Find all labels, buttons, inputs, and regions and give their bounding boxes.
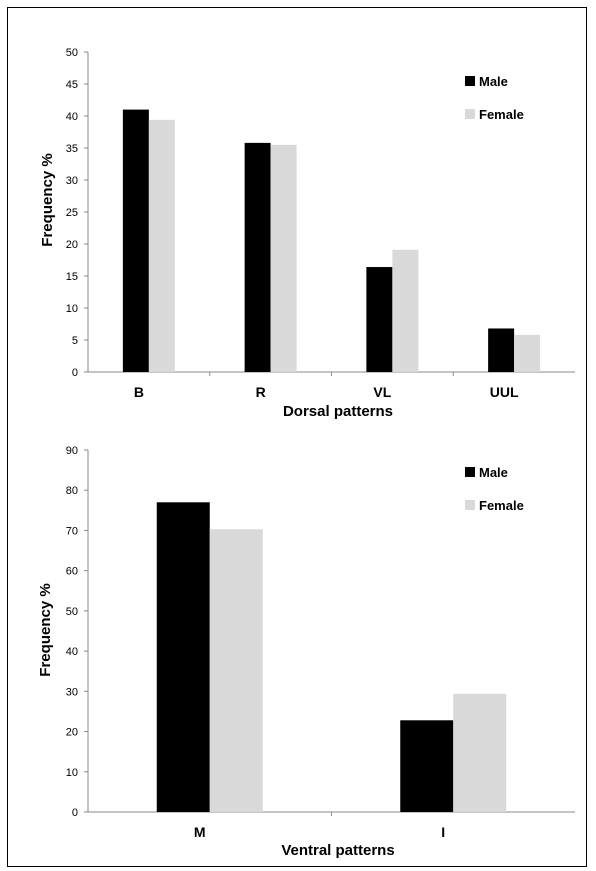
ventral-legend-label-male: Male (479, 465, 508, 480)
ventral-y-tick-label: 90 (66, 445, 78, 457)
dorsal-bar-female-uul (514, 334, 541, 372)
ventral-y-tick-label: 20 (66, 727, 78, 739)
ventral-x-axis-title: Ventral patterns (281, 842, 394, 859)
dorsal-y-tick-label: 35 (66, 143, 78, 155)
dorsal-bar-male-b (122, 109, 149, 372)
dorsal-category-label: B (134, 384, 144, 400)
dorsal-y-tick-label: 50 (66, 47, 78, 59)
dorsal-bar-female-r (270, 144, 297, 372)
ventral-y-tick-label: 80 (66, 485, 78, 497)
dorsal-legend-label-female: Female (479, 107, 524, 122)
dorsal-y-tick-label: 45 (66, 79, 78, 91)
ventral-y-tick-label: 50 (66, 606, 78, 618)
ventral-bar-female-m (209, 529, 263, 812)
dorsal-y-tick-label: 25 (66, 207, 78, 219)
dorsal-category-label: UUL (490, 384, 519, 400)
dorsal-y-tick-label: 30 (66, 175, 78, 187)
ventral-y-tick-label: 40 (66, 646, 78, 658)
dorsal-y-tick-label: 5 (72, 335, 78, 347)
dorsal-y-tick-label: 40 (66, 111, 78, 123)
ventral-legend-swatch-female (465, 500, 475, 510)
ventral-legend-swatch-male (465, 467, 475, 477)
dorsal-category-label: VL (373, 384, 391, 400)
ventral-bar-male-i (400, 720, 454, 812)
ventral-category-label: I (441, 824, 445, 840)
ventral-y-tick-label: 30 (66, 686, 78, 698)
dorsal-y-tick-label: 15 (66, 271, 78, 283)
dorsal-bar-female-vl (392, 249, 419, 372)
ventral-legend-label-female: Female (479, 498, 524, 513)
ventral-bar-female-i (453, 693, 507, 812)
dorsal-y-tick-label: 0 (72, 367, 78, 379)
ventral-bar-male-m (156, 502, 210, 812)
dorsal-bar-female-b (148, 119, 175, 372)
dorsal-category-label: R (256, 384, 266, 400)
ventral-y-tick-label: 60 (66, 566, 78, 578)
ventral-y-tick-label: 70 (66, 525, 78, 537)
dorsal-y-tick-label: 10 (66, 303, 78, 315)
dorsal-legend-swatch-female (465, 109, 475, 119)
dorsal-bar-male-r (244, 142, 271, 372)
dorsal-bar-male-uul (488, 328, 515, 372)
dorsal-bar-male-vl (366, 267, 393, 372)
ventral-y-axis-title: Frequency % (37, 583, 54, 676)
ventral-category-label: M (194, 824, 206, 840)
dorsal-y-tick-label: 20 (66, 239, 78, 251)
ventral-y-tick-label: 10 (66, 767, 78, 779)
ventral-chart: Frequency % Ventral patterns 0 10 20 30 40 50… (37, 445, 575, 859)
dorsal-legend-swatch-male (465, 76, 475, 86)
ventral-y-tick-label: 0 (72, 807, 78, 819)
dorsal-chart: Frequency % Dorsal patterns 0 5 10 15 20 25 30… (39, 47, 575, 420)
dorsal-legend-label-male: Male (479, 74, 508, 89)
dorsal-x-axis-title: Dorsal patterns (283, 403, 393, 420)
dorsal-y-axis-title: Frequency % (39, 153, 56, 246)
